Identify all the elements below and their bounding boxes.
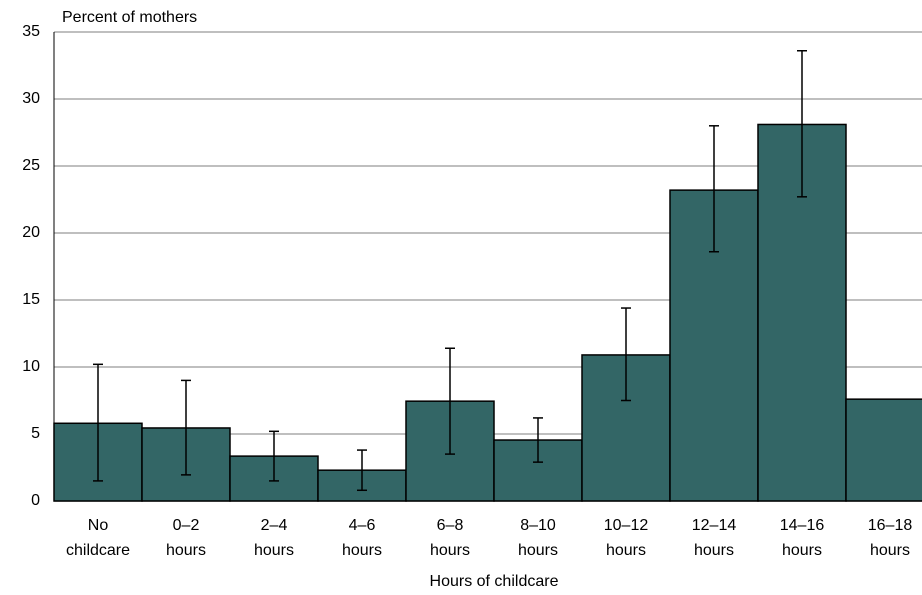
x-tick-label: 4–6 hours [342,517,382,559]
y-tick-label: 15 [22,291,40,308]
error-bar [533,417,543,463]
x-axis-title: Hours of childcare [430,573,559,590]
x-tick-label: 14–16 hours [780,517,825,559]
y-axis-title: Percent of mothers [62,9,197,26]
error-bar [269,430,279,482]
error-bar [709,125,719,253]
y-tick-label: 25 [22,157,40,174]
y-tick-label: 10 [22,358,40,375]
y-tick-label: 35 [22,23,40,40]
y-tick-label: 0 [31,492,40,509]
bar [845,398,922,502]
x-tick-label: 8–10 hours [518,517,558,559]
error-bar [445,347,455,455]
x-tick-label: 6–8 hours [430,517,470,559]
x-tick-label: 12–14 hours [692,517,737,559]
x-tick-label: No childcare [66,517,130,559]
error-bar [93,363,103,482]
y-tick-label: 30 [22,90,40,107]
x-tick-label: 0–2 hours [166,517,206,559]
x-tick-label: 2–4 hours [254,517,294,559]
y-tick-label: 20 [22,224,40,241]
error-bar [797,50,807,198]
x-tick-label: 10–12 hours [604,517,649,559]
x-tick-label: 16–18 hours [868,517,913,559]
error-bar [621,307,631,402]
error-bar [181,379,191,476]
y-tick-label: 5 [31,425,40,442]
error-bar [357,449,367,492]
